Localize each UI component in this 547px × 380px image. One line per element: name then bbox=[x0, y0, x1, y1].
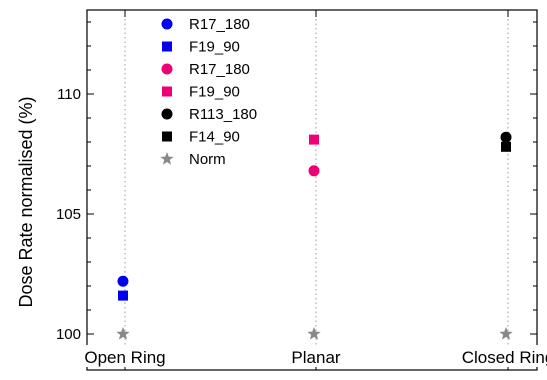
legend-marker bbox=[161, 108, 173, 120]
y-tick-label-100: 100 bbox=[56, 326, 81, 343]
legend-marker bbox=[161, 63, 173, 75]
data-points bbox=[116, 131, 513, 340]
x-category-label: Open Ring bbox=[84, 348, 165, 367]
plot-frame bbox=[86, 9, 538, 371]
data-point-star bbox=[499, 327, 513, 340]
data-point-circle bbox=[500, 131, 512, 143]
data-point-star bbox=[116, 327, 130, 340]
legend-label: R17_180 bbox=[189, 61, 250, 78]
legend-label: Norm bbox=[189, 151, 226, 168]
category-label-bg bbox=[288, 345, 344, 367]
data-point-square bbox=[501, 141, 511, 152]
y-tick-label-110: 110 bbox=[57, 86, 81, 103]
legend-marker bbox=[162, 131, 172, 142]
x-category-labels: Open Ring Planar Closed Ring bbox=[81, 345, 547, 367]
data-point-square bbox=[309, 134, 319, 145]
legend-label: F19_90 bbox=[189, 39, 240, 56]
legend-label: R113_180 bbox=[189, 106, 257, 123]
data-point-circle bbox=[117, 275, 129, 287]
x-category-label: Planar bbox=[291, 348, 340, 367]
legend-marker bbox=[162, 86, 172, 97]
y-tick-label-105: 105 bbox=[56, 206, 81, 223]
legend-label: F14_90 bbox=[189, 129, 240, 146]
category-label-bg bbox=[458, 345, 547, 367]
data-point-star bbox=[307, 327, 321, 340]
legend-label: F19_90 bbox=[189, 84, 240, 101]
y-tick-labels: 100 105 110 bbox=[56, 86, 81, 343]
legend: R17_180 F19_90 R17_180 F19_90 R113_180 F14_90… bbox=[160, 16, 257, 168]
legend-marker bbox=[162, 41, 172, 52]
x-category-label: Closed Ring bbox=[462, 348, 547, 367]
category-label-bg bbox=[81, 345, 169, 367]
axis-ticks bbox=[87, 10, 537, 370]
legend-label: R17_180 bbox=[189, 16, 250, 33]
legend-marker bbox=[160, 152, 174, 165]
grid-lines bbox=[124, 10, 509, 370]
data-point-square bbox=[118, 290, 128, 301]
data-point-circle bbox=[308, 165, 320, 177]
y-axis-title: Dose Rate normalised (%) bbox=[16, 96, 36, 307]
legend-marker bbox=[161, 18, 173, 30]
